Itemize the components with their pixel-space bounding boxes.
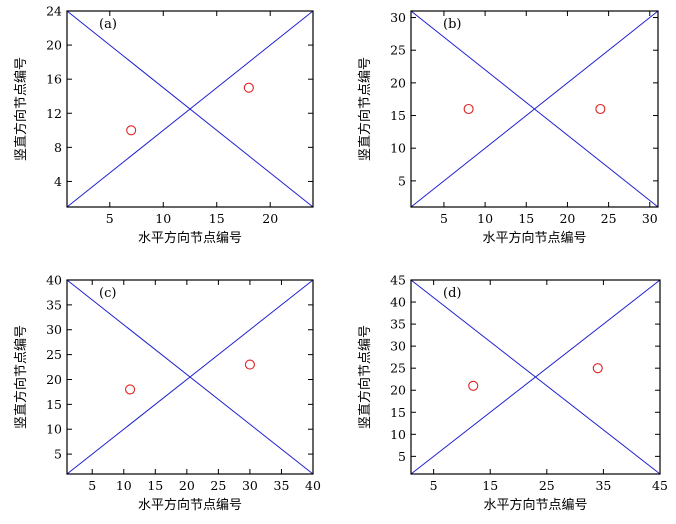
x-axis-label: 水平方向节点编号	[138, 230, 242, 246]
x-tick-label: 20	[559, 211, 575, 226]
y-tick-label: 15	[46, 397, 62, 412]
y-tick-label: 20	[390, 383, 406, 398]
y-tick-label: 8	[54, 140, 62, 155]
y-axis-label: 竖直方向节点编号	[13, 325, 29, 429]
x-tick-label: 5	[88, 478, 96, 493]
panel-label: (c)	[99, 286, 116, 301]
y-tick-label: 16	[46, 72, 62, 87]
plot-frame	[66, 10, 314, 208]
x-tick-label: 10	[116, 478, 132, 493]
x-tick-label: 5	[440, 211, 448, 226]
panel-label: (d)	[443, 286, 461, 301]
x-tick-label: 5	[106, 211, 114, 226]
y-tick-label: 5	[54, 447, 62, 462]
y-tick-label: 30	[390, 10, 406, 25]
x-tick-label: 25	[210, 478, 226, 493]
x-tick-label: 45	[652, 478, 668, 493]
chart-panel-c: 5 10 15 20 25 30 35 40 5 10 15 20 25 30 35 40 (c) 水平方向节点编…	[13, 273, 321, 514]
y-tick-label: 5	[398, 173, 406, 188]
panel-label: (b)	[443, 17, 461, 32]
x-tick-label: 40	[305, 478, 321, 493]
x-tick-label: 15	[209, 211, 225, 226]
data-point-1	[125, 384, 136, 395]
y-tick-label: 20	[46, 38, 62, 53]
y-tick-label: 40	[390, 295, 406, 310]
y-tick-label: 10	[46, 422, 62, 437]
y-tick-label: 20	[390, 75, 406, 90]
x-tick-label: 25	[601, 211, 617, 226]
y-tick-label: 35	[390, 317, 406, 332]
y-tick-label: 12	[46, 106, 62, 121]
x-tick-label: 30	[642, 211, 658, 226]
y-tick-label: 25	[390, 43, 406, 58]
x-axis-label: 水平方向节点编号	[138, 497, 242, 513]
data-point-1	[468, 380, 479, 391]
x-tick-label: 35	[274, 478, 290, 493]
y-tick-label: 15	[390, 405, 406, 420]
diagonal-line-2	[66, 279, 314, 475]
x-tick-label: 15	[147, 478, 163, 493]
y-axis-label: 竖直方向节点编号	[357, 57, 373, 161]
y-tick-label: 25	[390, 361, 406, 376]
diagonal-line-2	[66, 10, 314, 208]
chart-panel-b: 5 10 15 20 25 30 5 10 15 20 25 30 (b) 水平方向节点编号 竖直方向节点编…	[357, 10, 659, 246]
data-point-2	[243, 82, 254, 93]
panel-label: (a)	[99, 17, 117, 32]
x-axis-label: 水平方向节点编号	[483, 497, 587, 513]
y-tick-label: 15	[390, 108, 406, 123]
plot-frame	[410, 279, 661, 475]
data-point-2	[595, 103, 606, 115]
x-tick-label: 20	[262, 211, 278, 226]
y-axis-label: 竖直方向节点编号	[357, 325, 373, 429]
y-tick-label: 30	[390, 339, 406, 354]
y-tick-label: 4	[54, 174, 62, 189]
plot-frame	[410, 10, 659, 208]
chart-panel-d: 5 15 25 35 45 5 10 15 20 25 30 35 40 45 (d) 水平方向节点编号 竖直方…	[357, 273, 668, 514]
plot-frame	[66, 279, 314, 475]
x-tick-label: 30	[242, 478, 258, 493]
y-tick-label: 10	[390, 427, 406, 442]
y-tick-label: 45	[390, 273, 406, 288]
x-tick-label: 10	[477, 211, 493, 226]
x-axis-label: 水平方向节点编号	[482, 230, 586, 246]
x-tick-label: 5	[430, 478, 438, 493]
x-tick-label: 20	[179, 478, 195, 493]
x-tick-label: 10	[155, 211, 171, 226]
y-tick-label: 35	[46, 297, 62, 312]
x-tick-label: 35	[595, 478, 611, 493]
y-tick-label: 10	[390, 141, 406, 156]
y-tick-label: 24	[46, 4, 62, 19]
diagonal-line-2	[410, 279, 661, 475]
x-tick-label: 25	[539, 478, 555, 493]
data-point-1	[126, 125, 137, 136]
y-tick-label: 40	[46, 273, 62, 288]
data-point-2	[592, 363, 603, 374]
y-tick-label: 25	[46, 347, 62, 362]
y-tick-label: 30	[46, 322, 62, 337]
data-point-2	[244, 359, 255, 370]
data-point-1	[463, 103, 474, 115]
x-tick-label: 15	[518, 211, 534, 226]
chart-panel-a: 5 10 15 20 4 8 12 16 20 24 (a) 水平方向节点编号 竖直方向节点编号	[13, 4, 314, 246]
y-axis-label: 竖直方向节点编号	[13, 57, 29, 161]
y-tick-label: 5	[398, 449, 406, 464]
x-tick-label: 15	[482, 478, 498, 493]
y-tick-label: 20	[46, 372, 62, 387]
diagonal-line-2	[410, 10, 659, 208]
